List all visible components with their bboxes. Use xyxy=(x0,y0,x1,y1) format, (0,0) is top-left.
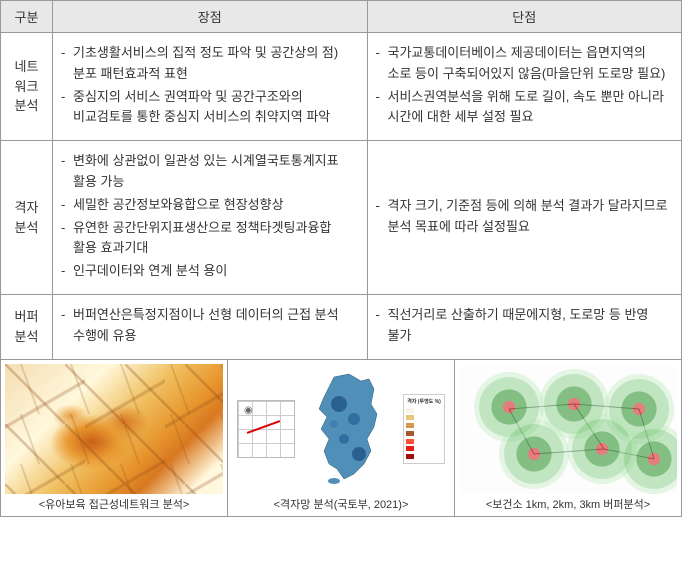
list-item: 중심지의 서비스 권역파악 및 공간구조와의 비교검토를 통한 중심지 서비스의… xyxy=(61,87,359,129)
table-row: 버퍼분석버퍼연산은특정지점이나 선형 데이터의 근접 분석 수행에 유용 직선거리… xyxy=(1,294,682,359)
cons-cell: 직선거리로 산출하기 때문에지형, 도로망 등 반영 불가 xyxy=(367,294,682,359)
legend-swatch xyxy=(406,446,414,451)
legend-swatch xyxy=(406,454,414,459)
header-row: 구분 장점 단점 xyxy=(1,1,682,33)
legend-swatch xyxy=(406,408,414,413)
list-item: 국가교통데이터베이스 제공데이터는 읍면지역의 소로 등이 구축되어있지 않음(… xyxy=(376,43,674,85)
category-cell: 버퍼분석 xyxy=(1,294,53,359)
image-container-3: <보건소 1km, 2km, 3km 버퍼분석> xyxy=(459,364,677,512)
cons-cell: 국가교통데이터베이스 제공데이터는 읍면지역의 소로 등이 구축되어있지 않음(… xyxy=(367,33,682,141)
legend-item xyxy=(406,454,442,459)
table-row: 네트워크분석기초생활서비스의 집적 정도 파악 및 공간상의 점) 분포 패턴효… xyxy=(1,33,682,141)
korea-map-icon xyxy=(299,369,399,489)
buffer-map-image xyxy=(459,364,677,494)
legend-swatch xyxy=(406,415,414,420)
list-item: 인구데이터와 연계 분석 용이 xyxy=(61,261,359,282)
comparison-table: 구분 장점 단점 네트워크분석기초생활서비스의 집적 정도 파악 및 공간상의 … xyxy=(0,0,682,517)
list-item: 기초생활서비스의 집적 정도 파악 및 공간상의 점) 분포 패턴효과적 표현 xyxy=(61,43,359,85)
list-item: 세밀한 공간정보와융합으로 현장성향상 xyxy=(61,195,359,216)
pros-cell: 변화에 상관없이 일관성 있는 시계열국토통계지표 활용 가능세밀한 공간정보와… xyxy=(53,141,368,295)
legend-item xyxy=(406,415,442,420)
images-row: <유아보육 접근성네트워크 분석> xyxy=(1,359,682,516)
buffer-circle-icon xyxy=(619,424,677,494)
pros-cell: 기초생활서비스의 집적 정도 파악 및 공간상의 점) 분포 패턴효과적 표현중… xyxy=(53,33,368,141)
map-legend: 격자 (투명도 %) xyxy=(403,394,445,464)
grid-map-image: 격자 (투명도 %) xyxy=(232,364,450,494)
category-cell: 격자분석 xyxy=(1,141,53,295)
list-item: 서비스권역분석을 위해 도로 길이, 속도 뿐만 아니라 시간에 대한 세부 설… xyxy=(376,87,674,129)
list-item: 직선거리로 산출하기 때문에지형, 도로망 등 반영 불가 xyxy=(376,305,674,347)
legend-swatch xyxy=(406,439,414,444)
list-item: 변화에 상관없이 일관성 있는 시계열국토통계지표 활용 가능 xyxy=(61,151,359,193)
pros-cell: 버퍼연산은특정지점이나 선형 데이터의 근접 분석 수행에 유용 xyxy=(53,294,368,359)
legend-swatch xyxy=(406,431,414,436)
legend-item xyxy=(406,431,442,436)
header-category: 구분 xyxy=(1,1,53,33)
image-caption-3: <보건소 1km, 2km, 3km 버퍼분석> xyxy=(486,496,650,512)
image-caption-1: <유아보육 접근성네트워크 분석> xyxy=(39,496,190,512)
cons-cell: 격자 크기, 기준점 등에 의해 분석 결과가 달라지므로 분석 목표에 따라 … xyxy=(367,141,682,295)
legend-item xyxy=(406,446,442,451)
legend-item xyxy=(406,423,442,428)
legend-item xyxy=(406,408,442,413)
table-row: 격자분석변화에 상관없이 일관성 있는 시계열국토통계지표 활용 가능세밀한 공… xyxy=(1,141,682,295)
list-item: 버퍼연산은특정지점이나 선형 데이터의 근접 분석 수행에 유용 xyxy=(61,305,359,347)
header-cons: 단점 xyxy=(367,1,682,33)
legend-item xyxy=(406,439,442,444)
image-container-2: 격자 (투명도 %) <격자망 분석(국토부, 2021)> xyxy=(232,364,450,512)
buffer-circle-icon xyxy=(499,419,569,489)
grid-inset-icon xyxy=(237,400,295,458)
network-map-image xyxy=(5,364,223,494)
legend-swatch xyxy=(406,423,414,428)
category-cell: 네트워크분석 xyxy=(1,33,53,141)
image-caption-2: <격자망 분석(국토부, 2021)> xyxy=(274,496,409,512)
list-item: 격자 크기, 기준점 등에 의해 분석 결과가 달라지므로 분석 목표에 따라 … xyxy=(376,196,674,238)
legend-title: 격자 (투명도 %) xyxy=(406,398,442,405)
header-pros: 장점 xyxy=(53,1,368,33)
list-item: 유연한 공간단위지표생산으로 정책타겟팅과융합 활용 효과기대 xyxy=(61,218,359,260)
image-container-1: <유아보육 접근성네트워크 분석> xyxy=(5,364,223,512)
